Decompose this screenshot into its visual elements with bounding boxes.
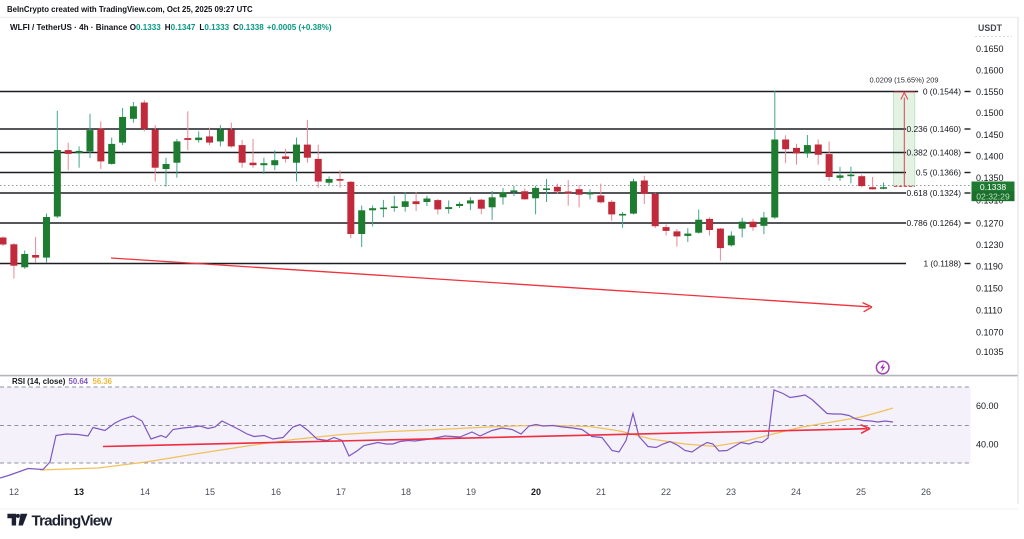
svg-text:0.1450: 0.1450 — [976, 130, 1004, 140]
svg-text:17: 17 — [336, 487, 346, 497]
svg-text:0.1500: 0.1500 — [976, 108, 1004, 118]
svg-text:02:32:29: 02:32:29 — [976, 191, 1010, 201]
svg-text:0.1230: 0.1230 — [976, 240, 1004, 250]
svg-text:RSI (14, close): RSI (14, close) — [12, 377, 66, 386]
svg-text:0.0209 (15.65%) 209: 0.0209 (15.65%) 209 — [869, 76, 938, 85]
svg-text:0.1270: 0.1270 — [976, 219, 1004, 229]
svg-text:0.1400: 0.1400 — [976, 152, 1004, 162]
svg-text:0.618 (0.1324): 0.618 (0.1324) — [907, 188, 962, 198]
svg-text:21: 21 — [596, 487, 606, 497]
svg-text:19: 19 — [466, 487, 476, 497]
svg-text:23: 23 — [726, 487, 736, 497]
svg-text:0.1350: 0.1350 — [976, 173, 1004, 183]
svg-text:50.64: 50.64 — [69, 377, 89, 386]
svg-text:26: 26 — [921, 487, 931, 497]
svg-text:12: 12 — [9, 487, 19, 497]
svg-text:0.1650: 0.1650 — [976, 44, 1004, 54]
svg-text:40.00: 40.00 — [976, 440, 999, 450]
svg-text:0.1035: 0.1035 — [976, 347, 1004, 357]
svg-text:TradingView: TradingView — [32, 512, 113, 529]
svg-text:16: 16 — [271, 487, 281, 497]
svg-text:0.1338: 0.1338 — [980, 182, 1007, 192]
svg-text:0.786 (0.1264): 0.786 (0.1264) — [907, 218, 962, 228]
svg-text:USDT: USDT — [978, 23, 1003, 33]
svg-text:25: 25 — [856, 487, 866, 497]
svg-text:56.36: 56.36 — [93, 377, 113, 386]
svg-text:20: 20 — [531, 487, 541, 497]
svg-text:0.1110: 0.1110 — [976, 306, 1002, 316]
svg-text:15: 15 — [205, 487, 215, 497]
svg-text:1 (0.1188): 1 (0.1188) — [923, 259, 961, 269]
svg-text:0.382 (0.1408): 0.382 (0.1408) — [907, 148, 962, 158]
svg-text:22: 22 — [661, 487, 671, 497]
svg-text:0.5 (0.1366): 0.5 (0.1366) — [916, 168, 961, 178]
svg-text:0.1600: 0.1600 — [976, 66, 1004, 76]
svg-text:60.00: 60.00 — [976, 401, 999, 411]
svg-text:0.1190: 0.1190 — [976, 262, 1003, 272]
svg-text:0.1550: 0.1550 — [976, 87, 1004, 97]
svg-text:0.236 (0.1460): 0.236 (0.1460) — [907, 124, 962, 134]
svg-text:0 (0.1544): 0 (0.1544) — [923, 87, 961, 97]
svg-text:24: 24 — [791, 487, 801, 497]
svg-text:18: 18 — [401, 487, 411, 497]
svg-text:0.1070: 0.1070 — [976, 328, 1004, 338]
svg-text:13: 13 — [74, 487, 84, 497]
svg-text:0.1150: 0.1150 — [976, 284, 1003, 294]
svg-text:14: 14 — [140, 487, 150, 497]
